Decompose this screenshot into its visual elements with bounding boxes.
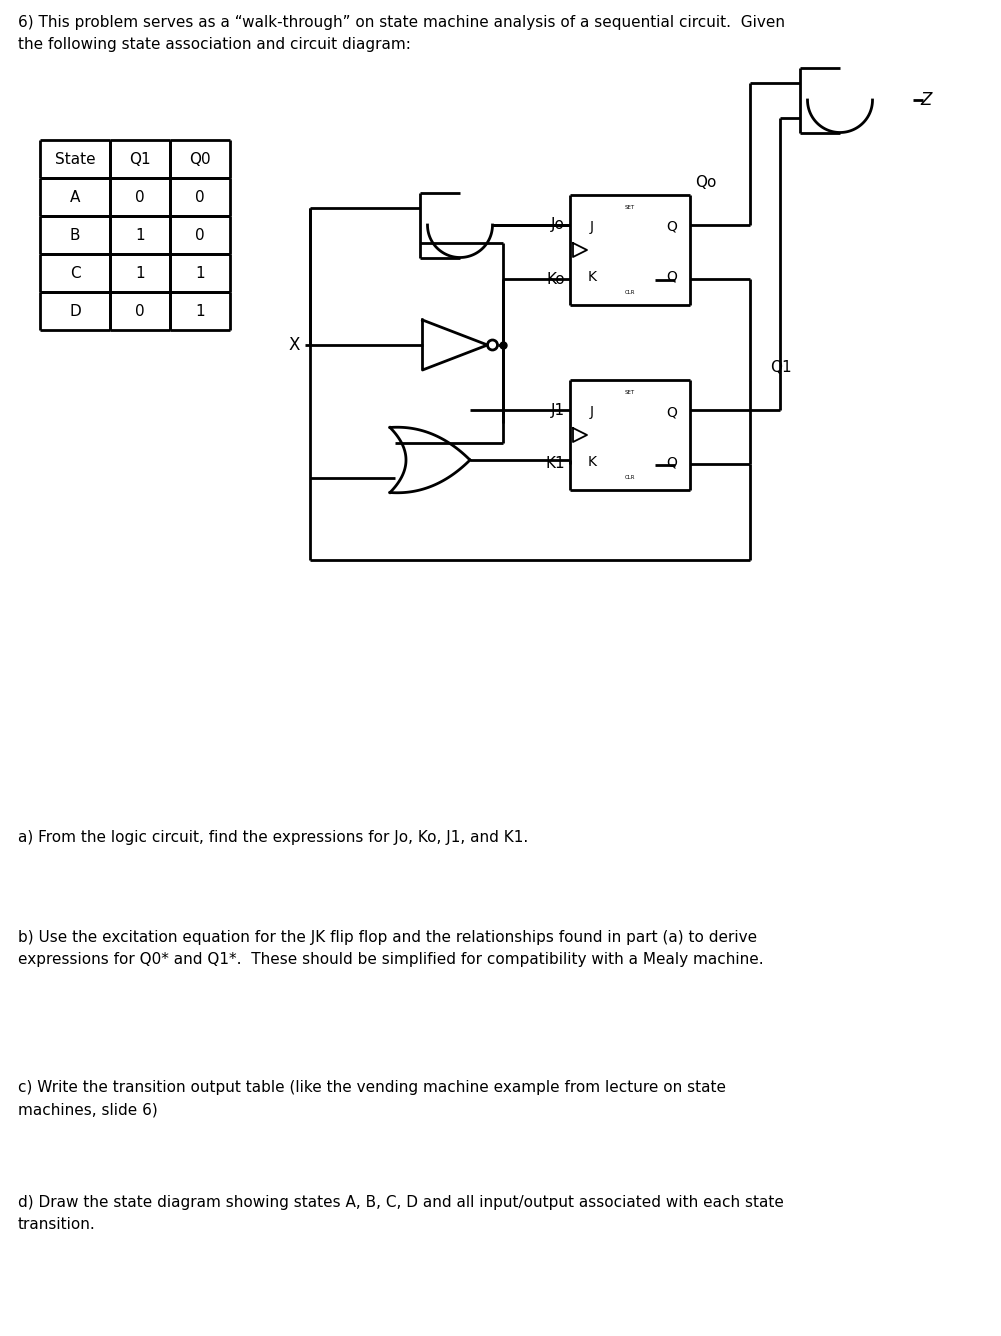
Text: Qo: Qo [695, 175, 717, 190]
Text: 1: 1 [195, 266, 205, 281]
Text: B: B [70, 227, 80, 243]
Text: D: D [69, 303, 81, 318]
Text: A: A [70, 190, 80, 204]
Text: 1: 1 [135, 266, 145, 281]
Text: c) Write the transition output table (like the vending machine example from lect: c) Write the transition output table (li… [18, 1079, 726, 1117]
Text: Q1: Q1 [129, 151, 151, 167]
Text: J: J [590, 220, 594, 234]
Text: 0: 0 [195, 227, 205, 243]
Text: J: J [590, 405, 594, 420]
Text: b) Use the excitation equation for the JK flip flop and the relationships found : b) Use the excitation equation for the J… [18, 930, 764, 967]
Text: 6) This problem serves as a “walk-through” on state machine analysis of a sequen: 6) This problem serves as a “walk-throug… [18, 15, 785, 52]
Text: Q1: Q1 [770, 359, 792, 375]
Text: Ko: Ko [547, 271, 565, 286]
Text: State: State [55, 151, 95, 167]
Text: Q: Q [667, 270, 678, 285]
Text: 0: 0 [195, 190, 205, 204]
Text: Q: Q [667, 405, 678, 420]
Text: Q: Q [667, 456, 678, 469]
Text: CLR: CLR [625, 476, 636, 480]
Text: J1: J1 [551, 402, 565, 417]
Text: C: C [70, 266, 80, 281]
Text: a) From the logic circuit, find the expressions for Jo, Ko, J1, and K1.: a) From the logic circuit, find the expr… [18, 830, 529, 844]
Text: K1: K1 [546, 457, 565, 472]
Text: 1: 1 [195, 303, 205, 318]
Text: d) Draw the state diagram showing states A, B, C, D and all input/output associa: d) Draw the state diagram showing states… [18, 1194, 784, 1232]
Text: Z: Z [921, 91, 932, 110]
Text: K: K [588, 270, 597, 285]
Text: K: K [588, 456, 597, 469]
Text: 0: 0 [135, 190, 145, 204]
Text: SET: SET [625, 390, 635, 395]
Text: Q0: Q0 [189, 151, 211, 167]
Text: 0: 0 [135, 303, 145, 318]
Text: CLR: CLR [625, 290, 636, 295]
Text: X: X [288, 335, 300, 354]
Text: SET: SET [625, 204, 635, 210]
Text: 1: 1 [135, 227, 145, 243]
Text: Q: Q [667, 220, 678, 234]
Text: Jo: Jo [552, 218, 565, 232]
